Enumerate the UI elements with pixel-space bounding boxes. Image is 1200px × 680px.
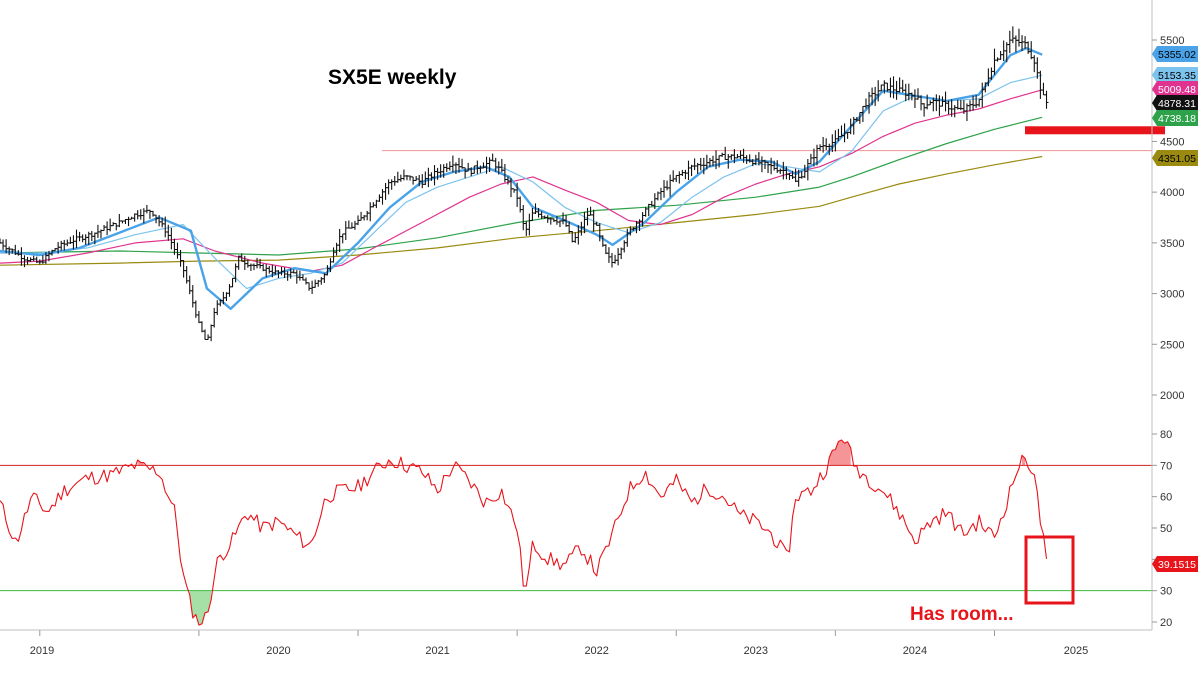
- rsi-overbought-fill: [829, 440, 851, 466]
- ma-green-line: [0, 116, 1043, 256]
- x-tick-label: 2025: [1064, 645, 1088, 657]
- badge-ma-fast: 5355.02: [1152, 46, 1198, 62]
- ma-fast-line: [0, 46, 1043, 310]
- price-tick-label: 5500: [1160, 35, 1184, 47]
- rsi-tick-label: 70: [1160, 460, 1172, 472]
- x-tick-label: 2024: [903, 645, 927, 657]
- x-tick-label: 2020: [266, 645, 290, 657]
- badge-ma-pink-text: 5009.48: [1158, 84, 1196, 96]
- price-tick-label: 2500: [1160, 339, 1184, 351]
- badge-rsi-text: 39.1515: [1158, 559, 1196, 571]
- rsi-tick-label: 20: [1160, 617, 1172, 629]
- value-badges: 5355.02 5153.35 5009.48 4878.31 4738.18 4351.…: [1152, 46, 1198, 572]
- support-marker-bar: [1025, 126, 1165, 135]
- price-tick-label: 3000: [1160, 289, 1184, 301]
- rsi-highlight-box: [1024, 535, 1075, 605]
- badge-price-text: 4878.31: [1158, 98, 1196, 110]
- rsi-line: [0, 439, 1048, 626]
- badge-ma-olive-text: 4351.05: [1158, 153, 1196, 165]
- x-axis: 2019 2020 2021 2022 2023 2024 2025: [30, 645, 1088, 657]
- rsi-oversold-fill: [189, 590, 212, 626]
- badge-ma-pink-shape: [1152, 81, 1198, 97]
- rsi-tick-label: 50: [1160, 523, 1172, 535]
- rsi-layer: [0, 439, 1152, 626]
- badge-ma-fast-text: 5355.02: [1158, 49, 1196, 61]
- annotation-note: Has room...: [910, 604, 1013, 625]
- badge-rsi: 39.1515: [1152, 556, 1198, 572]
- price-tick-label: 4500: [1160, 136, 1184, 148]
- rsi-tick-label: 30: [1160, 586, 1172, 598]
- badge-ma-green: 4738.18: [1152, 110, 1198, 126]
- badge-ma-olive-shape: [1152, 150, 1198, 166]
- badge-ma-slow-shape: [1152, 67, 1198, 83]
- x-tick-label: 2021: [425, 645, 449, 657]
- badge-ma-green-shape: [1152, 110, 1198, 126]
- price-bar: [1044, 90, 1049, 109]
- price-tick-label: 2000: [1160, 390, 1184, 402]
- badge-ma-olive: 4351.05: [1152, 150, 1198, 166]
- badge-price-shape: [1152, 95, 1198, 111]
- badge-ma-green-text: 4738.18: [1158, 113, 1196, 125]
- price-tick-label: 4000: [1160, 187, 1184, 199]
- vertical-gridlines: [39, 630, 995, 636]
- x-tick-label: 2023: [744, 645, 768, 657]
- x-tick-label: 2019: [30, 645, 54, 657]
- badge-ma-slow: 5153.35: [1152, 67, 1198, 83]
- price-bars-layer: [0, 26, 1165, 342]
- ma-slow-line: [0, 74, 1043, 290]
- rsi-tick-label: 80: [1160, 429, 1172, 441]
- rsi-tick-label: 60: [1160, 492, 1172, 504]
- badge-ma-fast-shape: [1152, 46, 1198, 62]
- badge-ma-pink: 5009.48: [1152, 81, 1198, 97]
- x-tick-label: 2022: [584, 645, 608, 657]
- badge-price: 4878.31: [1152, 95, 1198, 111]
- chart-title: SX5E weekly: [328, 66, 457, 89]
- price-tick-label: 3500: [1160, 238, 1184, 250]
- badge-ma-slow-text: 5153.35: [1158, 70, 1196, 82]
- ma-pink-line: [0, 89, 1043, 272]
- badge-rsi-shape: [1152, 556, 1198, 572]
